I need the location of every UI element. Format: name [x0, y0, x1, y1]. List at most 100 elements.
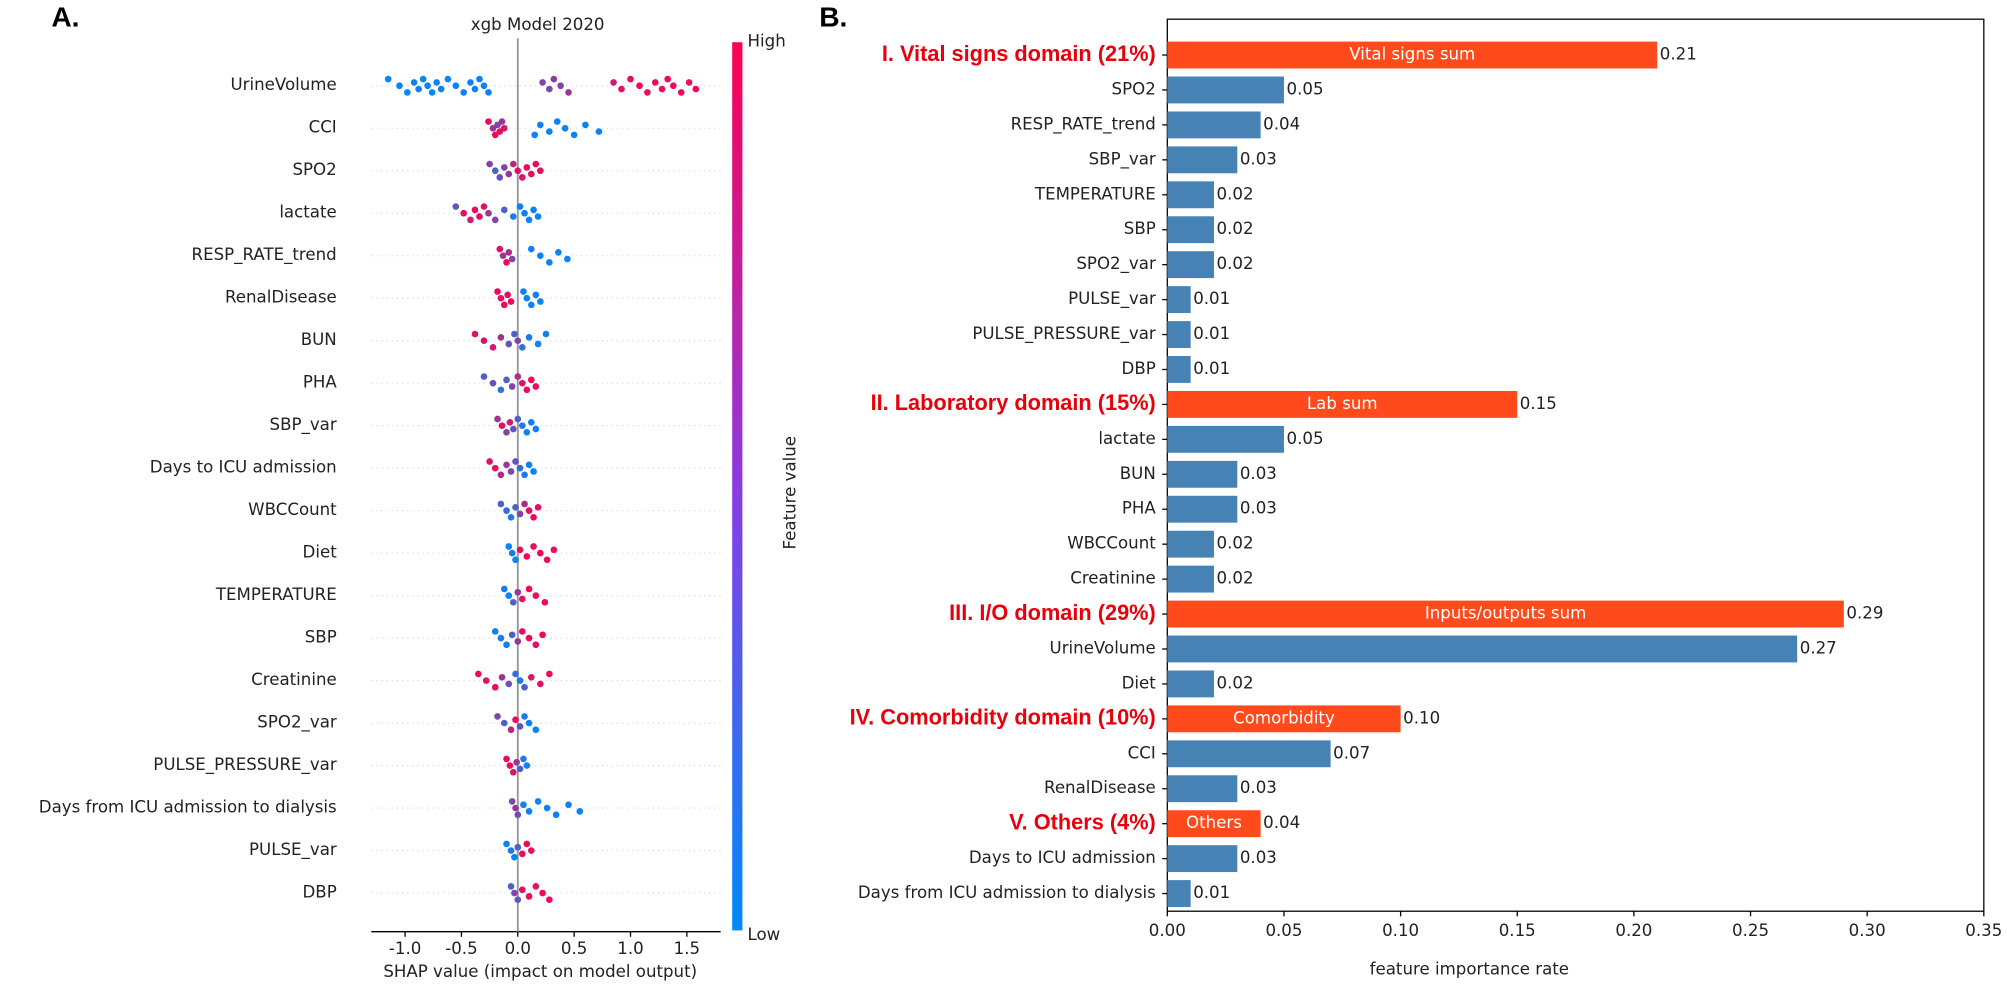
- feature-label: RESP_RATE_trend: [192, 245, 337, 265]
- shap-point: [523, 386, 531, 394]
- shap-point: [415, 85, 422, 93]
- shap-point: [509, 425, 517, 433]
- shap-point: [539, 631, 546, 639]
- feature-label: PULSE_PRESSURE_var: [153, 755, 337, 775]
- shap-point: [537, 167, 544, 175]
- bar: [1167, 670, 1214, 698]
- shap-point: [491, 683, 499, 691]
- domain-label: I. Vital signs domain (21%): [882, 41, 1156, 66]
- y-tick-label: lactate: [1098, 429, 1155, 448]
- shap-point: [521, 500, 528, 508]
- shap-point: [475, 670, 482, 678]
- shap-point: [508, 631, 516, 639]
- bar: [1167, 286, 1191, 314]
- shap-point: [550, 75, 558, 83]
- shap-point: [491, 464, 499, 472]
- shap-point: [516, 510, 524, 518]
- bar: [1167, 880, 1191, 907]
- shap-point: [555, 249, 562, 256]
- shap-point: [521, 209, 528, 217]
- shap-point: [685, 79, 693, 86]
- shap-point: [500, 301, 508, 309]
- shap-point: [486, 160, 493, 168]
- y-tick-label: CCI: [1128, 743, 1156, 762]
- shap-point: [511, 330, 518, 338]
- value-label: 0.10: [1403, 708, 1440, 727]
- shap-point: [530, 468, 537, 475]
- shap-point: [525, 216, 533, 224]
- value-label: 0.05: [1287, 79, 1324, 98]
- shap-point: [497, 471, 505, 479]
- feature-label: Days from ICU admission to dialysis: [39, 798, 337, 817]
- y-tick-label: Days from ICU admission to dialysis: [858, 883, 1156, 902]
- shap-point: [514, 811, 522, 819]
- shap-point: [530, 543, 537, 550]
- shap-point: [525, 334, 533, 341]
- shap-point: [508, 798, 516, 805]
- panel-label: A.: [51, 2, 79, 33]
- shap-point: [610, 79, 617, 86]
- shap-point: [651, 79, 659, 86]
- shap-point: [508, 549, 516, 557]
- shap-point: [692, 85, 700, 93]
- shap-point: [507, 513, 515, 521]
- shap-point: [505, 249, 513, 256]
- shap-point: [509, 598, 517, 606]
- shap-point: [520, 801, 527, 809]
- bar: [1167, 321, 1191, 348]
- shap-point: [534, 798, 542, 805]
- shap-point: [525, 719, 533, 727]
- bar: [1167, 356, 1191, 383]
- shap-point: [476, 213, 483, 220]
- bar-inner-label: Comorbidity: [1233, 708, 1335, 727]
- shap-point: [527, 376, 535, 384]
- shap-point: [534, 340, 542, 348]
- bar: [1167, 495, 1238, 523]
- shap-point: [527, 419, 535, 426]
- value-label: 0.03: [1240, 778, 1277, 797]
- feature-label: Creatinine: [251, 670, 337, 689]
- y-tick-label: UrineVolume: [1050, 638, 1156, 657]
- shap-point: [506, 419, 514, 426]
- shap-point: [480, 203, 488, 210]
- y-tick-label: SPO2_var: [1076, 254, 1156, 274]
- shap-point: [525, 893, 533, 900]
- shap-point: [514, 167, 522, 175]
- feature-label: Diet: [303, 543, 338, 562]
- feature-label: lactate: [279, 203, 336, 222]
- shap-point: [499, 252, 507, 260]
- bar: [1167, 181, 1214, 209]
- chart-title: xgb Model 2020: [471, 15, 605, 34]
- feature-label: Days to ICU admission: [150, 458, 337, 477]
- shap-point: [503, 461, 510, 469]
- shap-point: [433, 79, 440, 86]
- y-tick-label: SBP_var: [1089, 149, 1156, 169]
- shap-point: [500, 585, 508, 593]
- shap-point: [512, 458, 519, 465]
- shap-point: [428, 89, 436, 96]
- colorbar: [732, 42, 743, 931]
- value-label: 0.29: [1846, 604, 1883, 623]
- shap-point: [677, 89, 685, 96]
- y-tick-label: PULSE_PRESSURE_var: [972, 324, 1156, 344]
- feature-label: SBP: [305, 628, 337, 647]
- value-label: 0.27: [1800, 638, 1837, 657]
- shap-point: [514, 415, 522, 423]
- shap-point: [537, 680, 544, 688]
- shap-point: [514, 373, 522, 380]
- shap-point: [565, 89, 572, 96]
- plot-frame: [1166, 18, 1985, 912]
- y-tick-label: BUN: [1120, 464, 1156, 483]
- bar: [1167, 390, 1518, 418]
- shap-point: [507, 468, 515, 475]
- shap-point: [546, 85, 553, 93]
- y-tick-label: SBP: [1124, 219, 1156, 238]
- shap-point: [509, 213, 517, 220]
- shap-point: [518, 628, 526, 635]
- bar: [1167, 216, 1214, 244]
- shap-point: [534, 503, 542, 511]
- x-tick-label: 0.25: [1732, 921, 1769, 940]
- y-tick-label: Diet: [1122, 673, 1157, 692]
- y-tick-label: Days to ICU admission: [969, 848, 1156, 867]
- shap-point: [518, 850, 526, 858]
